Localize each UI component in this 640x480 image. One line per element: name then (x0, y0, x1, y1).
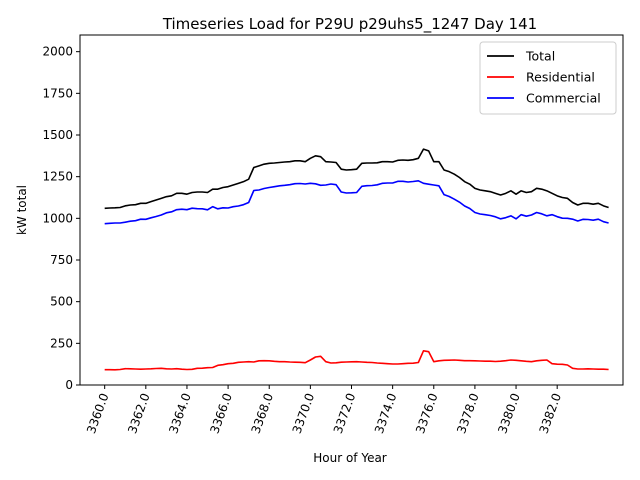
y-tick-label: 1250 (42, 170, 73, 184)
y-tick-label: 1500 (42, 128, 73, 142)
legend-label-residential: Residential (526, 70, 595, 85)
series-line-total (104, 148, 609, 210)
series-line-residential (104, 350, 609, 371)
legend-box (479, 41, 617, 115)
y-tick-label: 750 (50, 253, 73, 267)
y-tick-label: 1750 (42, 86, 73, 100)
y-tick-label: 250 (50, 336, 73, 350)
legend: Total Residential Commercial (479, 41, 617, 115)
y-axis-label: kW total (15, 185, 29, 235)
y-tick-label: 500 (50, 295, 73, 309)
chart-title: Timeseries Load for P29U p29uhs5_1247 Da… (162, 15, 537, 34)
series-line-commercial (104, 180, 609, 225)
legend-label-total: Total (525, 49, 555, 64)
y-tick-label: 0 (65, 378, 73, 392)
legend-label-commercial: Commercial (526, 91, 601, 106)
x-axis-label: Hour of Year (313, 451, 387, 465)
series-layer (104, 148, 609, 371)
y-tick-label: 2000 (42, 45, 73, 59)
y-tick-label: 1000 (42, 211, 73, 225)
y-axis-ticks: 0 250 500 750 1000 1250 1500 1750 2000 (42, 45, 80, 392)
